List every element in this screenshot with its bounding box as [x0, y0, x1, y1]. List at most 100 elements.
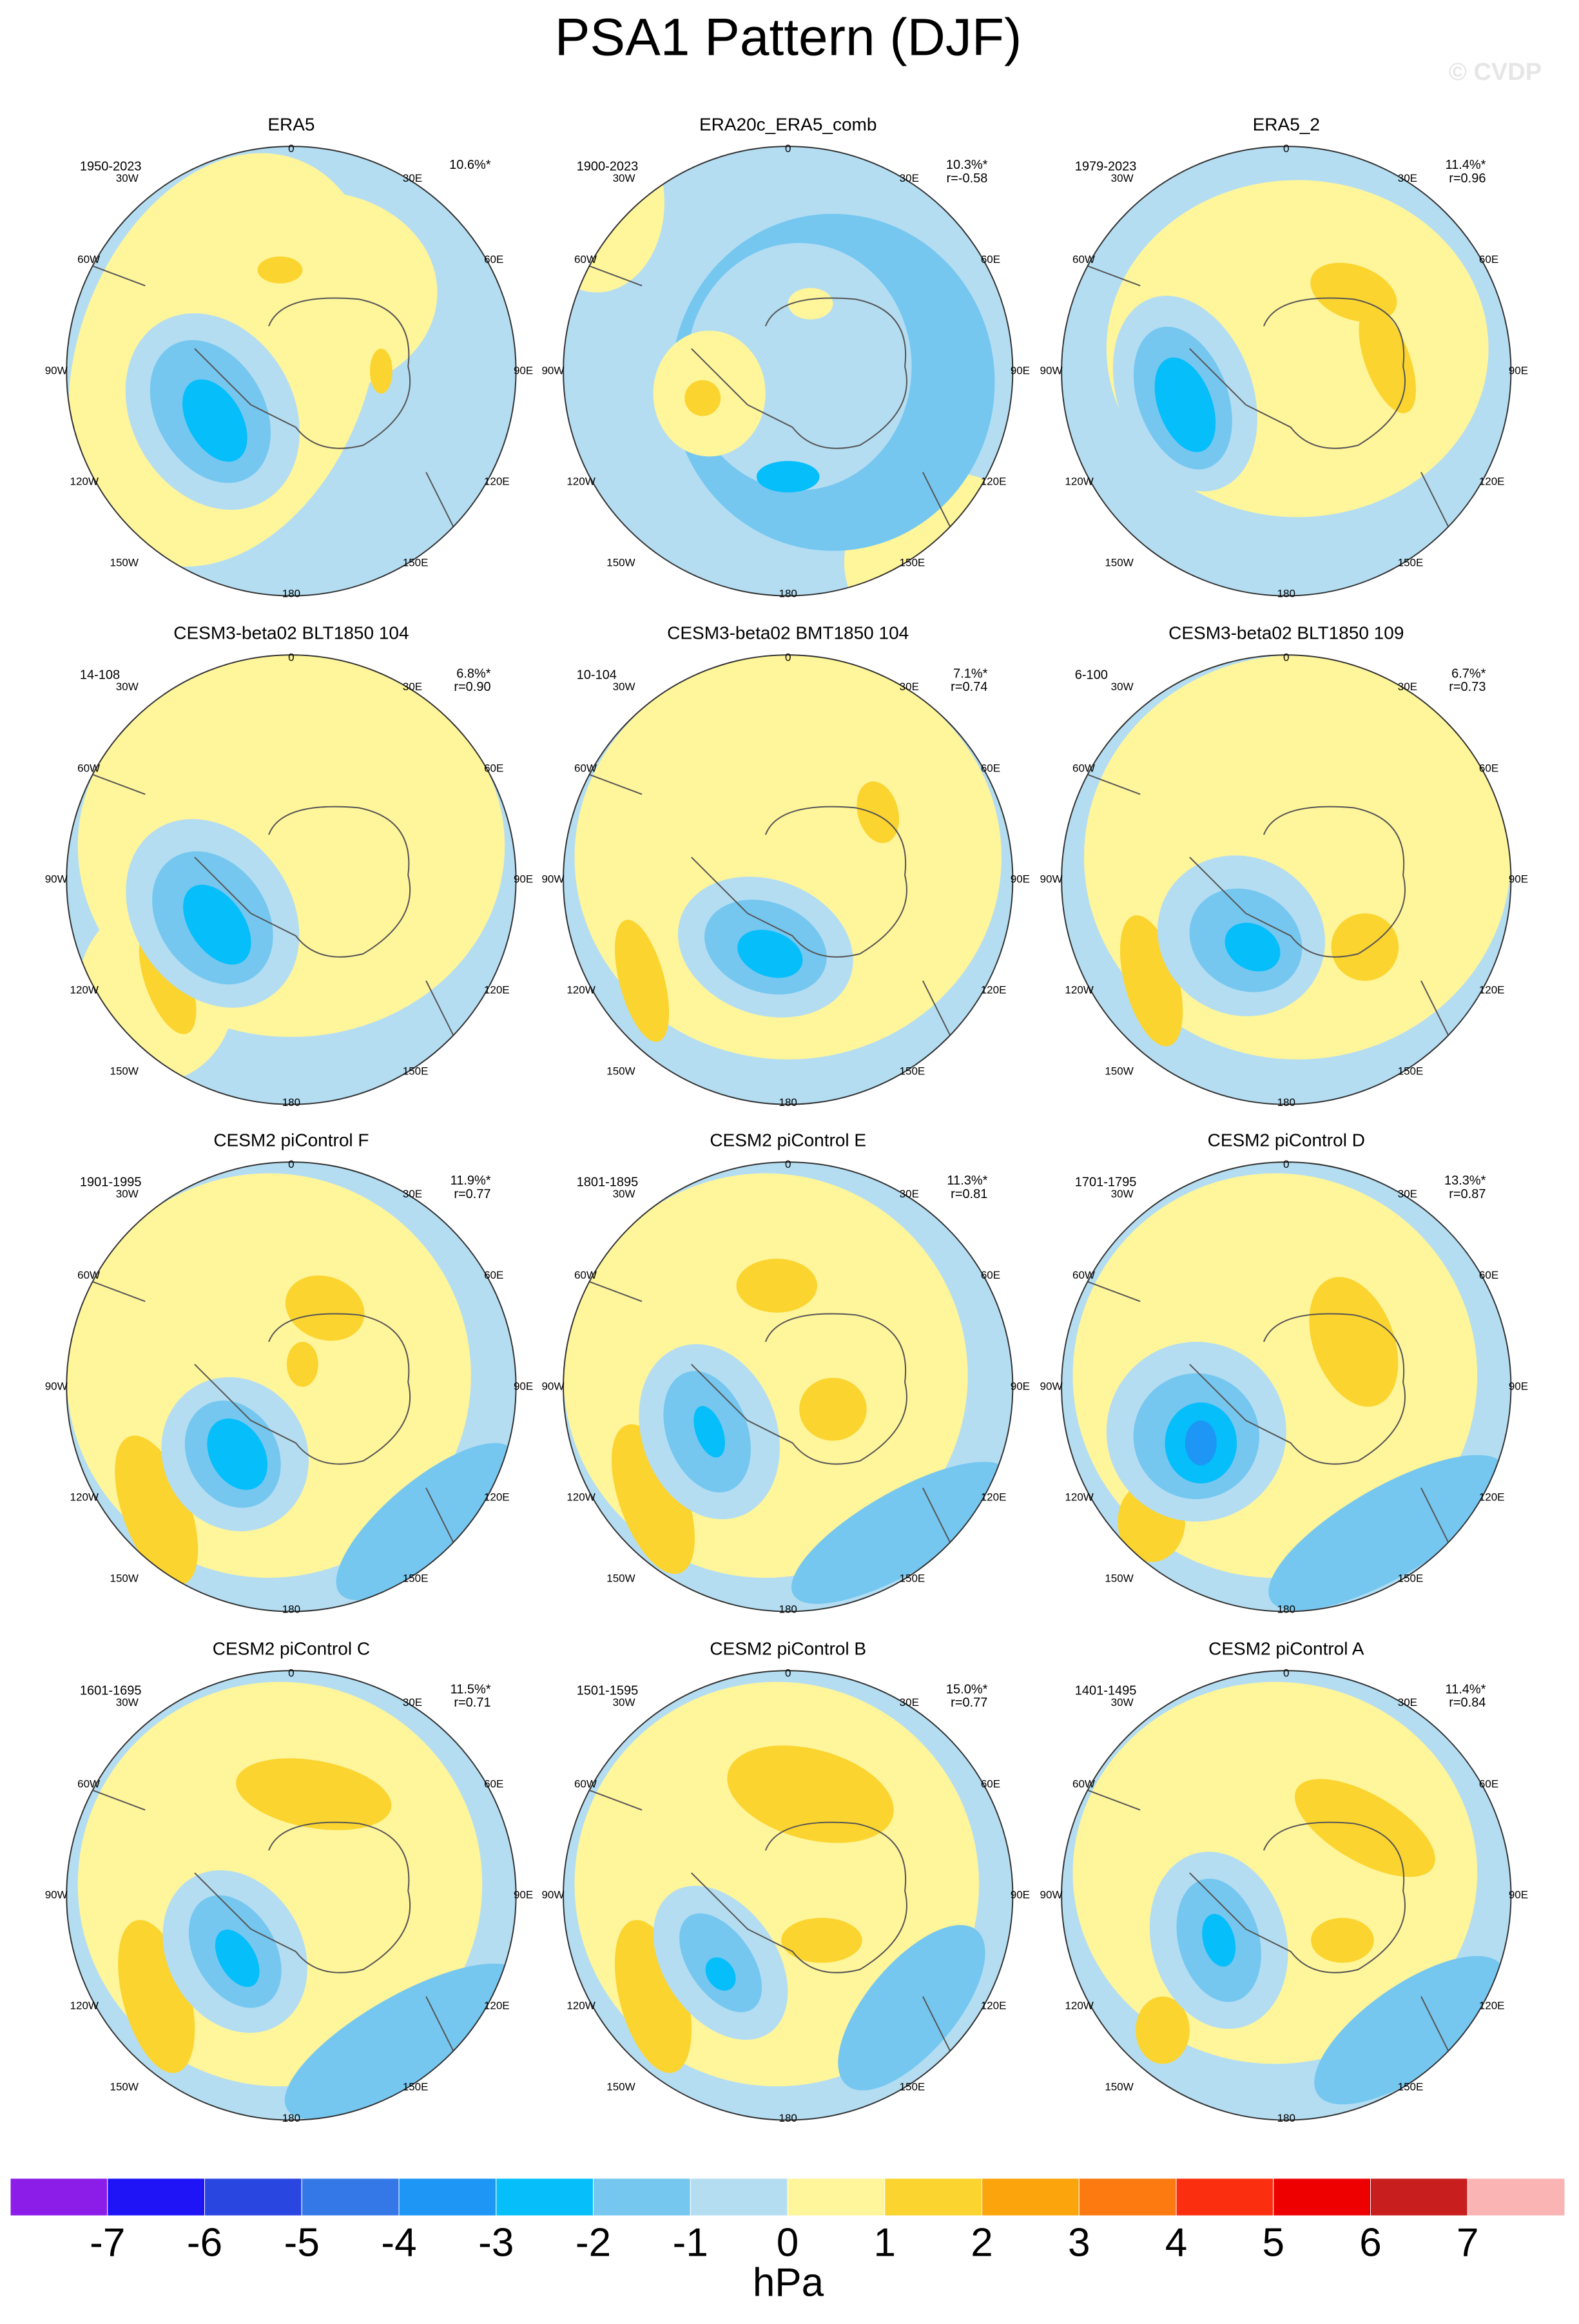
colorbar-label: 7: [1457, 2220, 1478, 2265]
lon-label: 90E: [1011, 1888, 1030, 1901]
lon-label: 90W: [45, 873, 68, 885]
panel-pct: 11.4%*: [1445, 1682, 1486, 1696]
lon-label: 0: [1283, 142, 1289, 155]
colorbar-swatch: [593, 2178, 691, 2216]
contour-region: [574, 655, 1002, 1060]
lon-label: 120E: [981, 1491, 1007, 1503]
panel-title: CESM3-beta02 BMT1850 104: [667, 623, 909, 643]
lon-label: 60W: [1072, 253, 1095, 266]
lon-label: 90W: [541, 1380, 564, 1392]
colorbar-label: -3: [478, 2220, 514, 2265]
contour-region: [614, 920, 670, 1042]
lon-label: 60W: [77, 1269, 100, 1281]
lon-label: 60W: [77, 1777, 100, 1790]
lon-label: 60W: [1072, 1269, 1095, 1281]
colorbar-label: -2: [576, 2220, 611, 2265]
panel-r: r=0.87: [1449, 1187, 1486, 1201]
panel-pct: 7.1%*: [953, 666, 988, 681]
map: [563, 655, 1013, 1105]
lon-label: 120E: [484, 1999, 510, 2011]
lon-label: 90W: [541, 364, 564, 376]
panel-r: r=0.74: [951, 680, 987, 694]
map-border: [563, 1161, 1014, 1612]
panel-period: 1701-1795: [1075, 1175, 1137, 1189]
lon-label: 30W: [613, 1696, 635, 1709]
map-border: [66, 146, 517, 597]
panel-pct: 6.8%*: [456, 666, 491, 681]
contour-region: [369, 348, 392, 394]
lon-label: 0: [785, 1667, 791, 1679]
lon-label: 120W: [1065, 1999, 1093, 2011]
lon-label: 90E: [1509, 1380, 1528, 1392]
colorbar-label: 5: [1263, 2220, 1284, 2265]
colorbar-unit: hPa: [753, 2260, 824, 2305]
lon-label: 90E: [1011, 873, 1030, 885]
panel-period: 6-100: [1075, 668, 1108, 683]
lon-label: 30W: [116, 681, 139, 693]
map: [563, 1670, 1013, 2120]
colorbar-label: -5: [284, 2220, 320, 2265]
lon-label: 60W: [77, 253, 100, 266]
contour-region: [756, 461, 820, 493]
lon-label: 150W: [606, 1572, 635, 1584]
contour-region: [788, 287, 833, 320]
lon-label: 90W: [45, 1380, 68, 1392]
panel-pct: 13.3%*: [1444, 1174, 1486, 1188]
lon-label: 180: [282, 2112, 300, 2124]
lon-label: 30E: [1398, 1696, 1417, 1709]
contour-region: [727, 1745, 894, 1843]
lon-label: 120E: [1479, 1491, 1505, 1503]
lon-label: 30E: [900, 681, 919, 693]
map-border: [66, 1670, 517, 2121]
contour-region: [284, 1963, 516, 2120]
lon-label: 30E: [900, 172, 919, 184]
panel-title: CESM2 piControl B: [710, 1638, 866, 1658]
colorbar-swatch: [496, 2178, 594, 2216]
lon-label: 120W: [567, 1491, 595, 1503]
lon-label: 30W: [116, 1696, 139, 1709]
lon-label: 120E: [981, 983, 1007, 996]
map-border: [1061, 654, 1512, 1105]
lon-label: 60E: [1479, 253, 1498, 266]
colorbar-label: 3: [1068, 2220, 1090, 2265]
lon-label: 60W: [1072, 1777, 1095, 1790]
panel-title: CESM3-beta02 BLT1850 104: [173, 623, 409, 643]
lon-label: 180: [282, 588, 300, 600]
contour-region: [1268, 1455, 1507, 1611]
lon-label: 90W: [1040, 873, 1063, 885]
lon-label: 0: [785, 142, 791, 155]
lon-label: 150W: [110, 1065, 138, 1078]
colorbar-label: 6: [1359, 2220, 1381, 2265]
colorbar-label: -4: [381, 2220, 416, 2265]
lon-label: 90E: [514, 873, 533, 885]
colorbar-swatch: [1273, 2178, 1371, 2216]
contour-region: [286, 1342, 318, 1387]
lon-label: 120E: [484, 983, 510, 996]
lon-label: 150W: [1105, 1572, 1133, 1584]
lon-label: 60E: [981, 762, 1000, 774]
lon-label: 0: [288, 651, 294, 663]
contour-region: [737, 929, 803, 978]
map: [563, 146, 1013, 596]
lon-label: 150W: [606, 2081, 635, 2093]
contour-region: [705, 1957, 736, 1991]
panel-r: r=-0.58: [946, 171, 987, 186]
panel-period: 1979-2023: [1075, 160, 1137, 174]
lon-label: 120W: [567, 1999, 595, 2011]
colorbar-label: -6: [187, 2220, 222, 2265]
lon-label: 0: [288, 1667, 294, 1679]
contour-region: [257, 256, 303, 284]
panel-r: r=0.90: [454, 680, 490, 694]
lon-label: 150W: [1105, 2081, 1133, 2093]
lon-label: 150W: [606, 556, 635, 568]
colorbar-label: 1: [874, 2220, 896, 2265]
map-border: [66, 1161, 517, 1612]
panel-title: CESM2 piControl E: [710, 1130, 866, 1150]
lon-label: 180: [779, 1603, 797, 1616]
map-border: [563, 146, 1014, 597]
lon-label: 150E: [1398, 556, 1424, 568]
panel-period: 1900-2023: [577, 160, 639, 174]
contour-region: [838, 1924, 985, 2091]
contour-region: [1331, 913, 1399, 981]
colorbar-swatch: [884, 2178, 982, 2216]
